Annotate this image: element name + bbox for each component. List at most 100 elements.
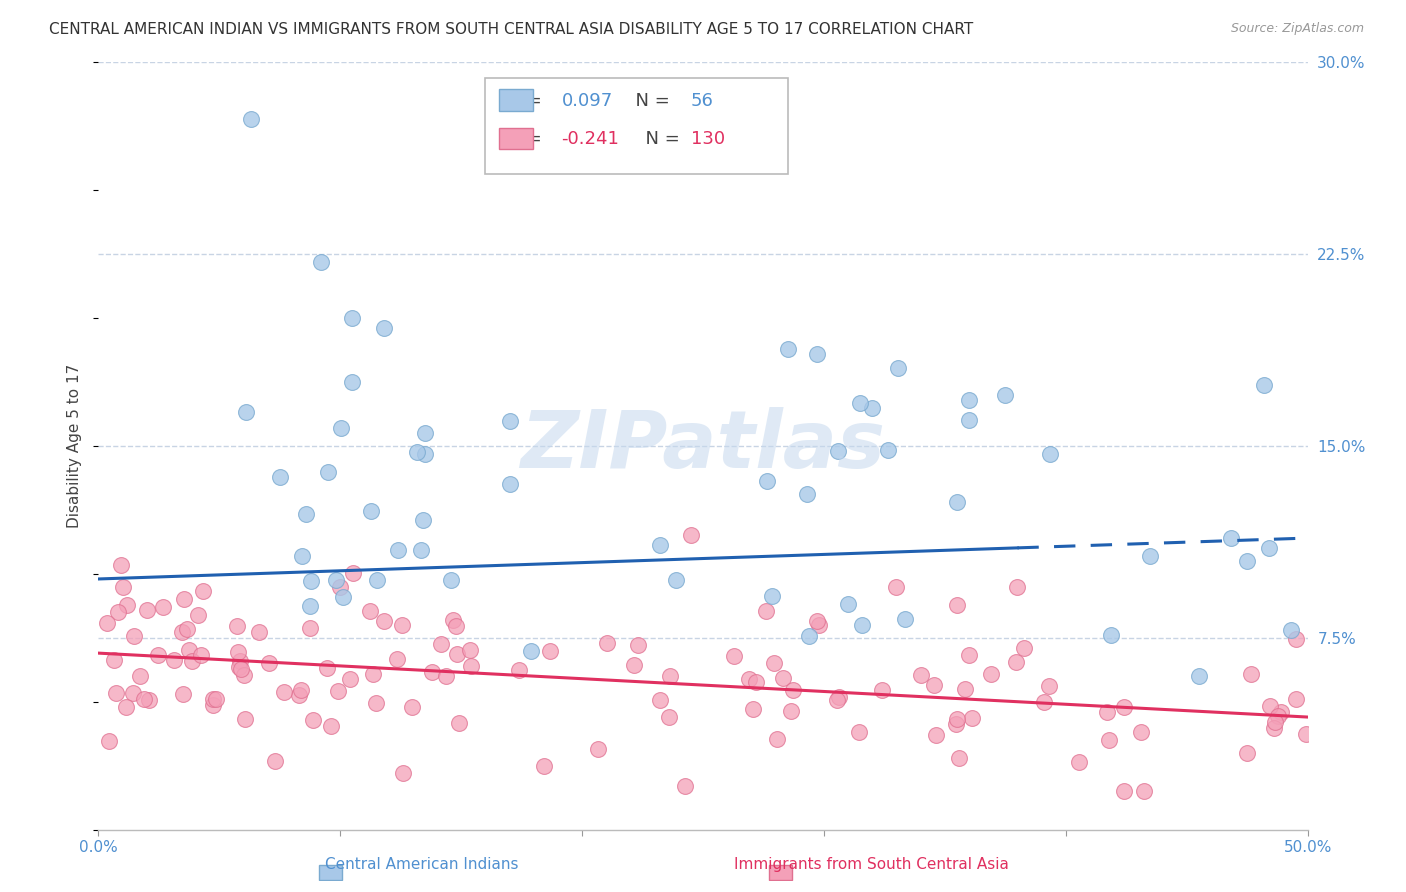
Point [595, 635, 617, 649]
Point [772, 671, 794, 685]
Point [115, 700, 138, 714]
Point [745, 675, 768, 690]
Point [201, 698, 224, 713]
Point [299, 574, 322, 588]
Point [1139, 549, 1161, 564]
Point [960, 711, 983, 725]
Point [948, 750, 970, 764]
Point [413, 447, 436, 461]
Point [259, 656, 281, 670]
Text: R =: R = [498, 92, 548, 110]
Point [1270, 705, 1292, 719]
Point [825, 693, 848, 707]
Point [326, 684, 349, 698]
Point [946, 495, 969, 509]
Point [1097, 733, 1119, 747]
Point [627, 639, 650, 653]
Point [429, 637, 451, 651]
Point [498, 477, 520, 491]
Point [1285, 632, 1308, 646]
Point [288, 688, 311, 702]
Point [412, 513, 434, 527]
Point [1067, 756, 1090, 770]
Point [122, 629, 145, 643]
Point [1032, 695, 1054, 709]
Text: N =: N = [634, 130, 686, 148]
Point [170, 624, 193, 639]
Point [1097, 705, 1119, 719]
Point [648, 538, 671, 552]
Point [342, 375, 364, 389]
Point [1012, 640, 1035, 655]
Point [1099, 628, 1122, 642]
Point [449, 715, 471, 730]
Point [755, 603, 778, 617]
Point [329, 420, 352, 434]
Point [538, 644, 561, 658]
Point [797, 629, 820, 643]
FancyBboxPatch shape [499, 128, 533, 149]
Point [299, 621, 322, 635]
Point [458, 642, 481, 657]
Point [96, 616, 118, 631]
Point [1236, 746, 1258, 760]
Point [955, 681, 977, 696]
Y-axis label: Disability Age 5 to 17: Disability Age 5 to 17 [67, 364, 83, 528]
Point [925, 728, 948, 742]
Point [176, 622, 198, 636]
Point [135, 603, 157, 617]
Text: CENTRAL AMERICAN INDIAN VS IMMIGRANTS FROM SOUTH CENTRAL ASIA DISABILITY AGE 5 T: CENTRAL AMERICAN INDIAN VS IMMIGRANTS FR… [49, 22, 973, 37]
Point [325, 573, 347, 587]
Point [860, 401, 883, 415]
Point [187, 607, 209, 622]
Point [894, 612, 917, 626]
Text: Immigrants from South Central Asia: Immigrants from South Central Asia [734, 857, 1010, 872]
Point [409, 543, 432, 558]
Point [848, 725, 870, 739]
Point [1220, 531, 1243, 545]
Point [117, 598, 139, 612]
Point [1240, 667, 1263, 681]
Text: N =: N = [624, 92, 676, 110]
Point [235, 405, 257, 419]
Point [1188, 669, 1211, 683]
Point [957, 413, 980, 427]
Text: R =: R = [498, 130, 548, 148]
Point [191, 583, 214, 598]
Point [152, 599, 174, 614]
Point [373, 614, 395, 628]
Point [658, 710, 681, 724]
Point [1279, 623, 1302, 637]
Point [181, 654, 204, 668]
Point [146, 648, 169, 662]
Point [994, 388, 1017, 402]
Point [460, 659, 482, 673]
Point [441, 613, 464, 627]
Point [1005, 655, 1028, 669]
Point [321, 719, 343, 733]
Point [385, 652, 408, 666]
Point [886, 361, 908, 376]
Point [808, 618, 831, 632]
Point [373, 321, 395, 335]
Text: Central American Indians: Central American Indians [325, 857, 519, 872]
Point [877, 442, 900, 457]
Point [138, 693, 160, 707]
Point [359, 604, 381, 618]
Point [886, 580, 908, 594]
Point [226, 645, 249, 659]
Point [519, 644, 541, 658]
Point [233, 712, 256, 726]
Point [239, 112, 262, 126]
Text: 56: 56 [690, 92, 714, 110]
Point [420, 665, 443, 680]
Point [401, 700, 423, 714]
Point [763, 656, 786, 670]
Point [1007, 580, 1029, 594]
Bar [319, 865, 342, 880]
Point [233, 668, 256, 682]
Point [742, 702, 765, 716]
Point [366, 573, 388, 587]
Point [291, 549, 314, 563]
Point [1258, 541, 1281, 555]
